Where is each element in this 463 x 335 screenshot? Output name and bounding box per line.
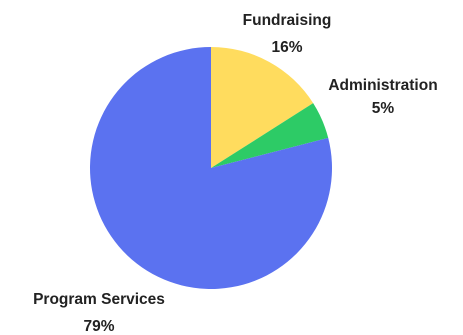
pie-slice-fundraising: [211, 47, 314, 168]
slice-label-administration: Administration: [328, 77, 437, 94]
slice-value-program-services: 79%: [83, 318, 114, 335]
slice-value-administration: 5%: [372, 100, 395, 117]
slice-label-program-services: Program Services: [33, 291, 165, 308]
slice-label-fundraising: Fundraising: [243, 12, 332, 29]
pie-slice-administration: [211, 103, 329, 168]
pie-slices: [90, 47, 333, 289]
slice-value-fundraising: 16%: [271, 39, 302, 56]
pie-slice-program-services: [90, 47, 333, 289]
